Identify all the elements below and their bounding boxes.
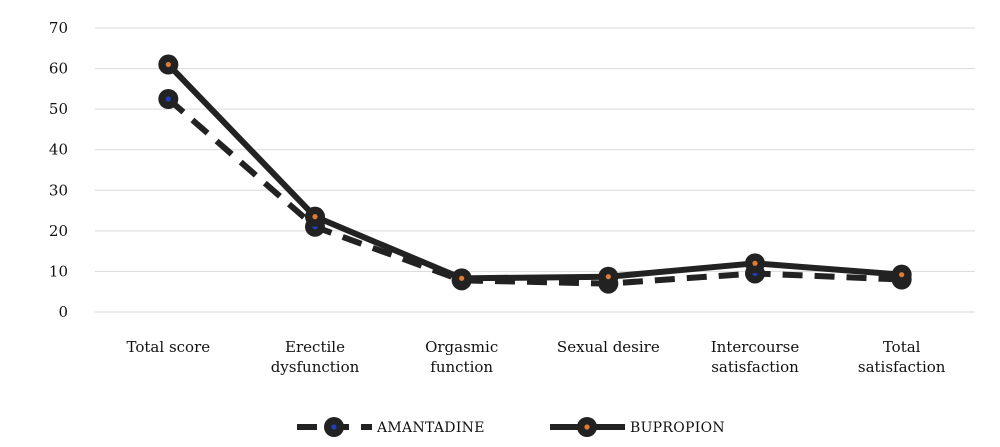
- y-tick-label: 10: [49, 262, 68, 280]
- data-point-dot-bupropion: [899, 272, 905, 278]
- y-tick-label: 60: [49, 60, 68, 78]
- data-point-dot-bupropion: [605, 274, 611, 280]
- y-tick-label: 40: [49, 141, 68, 159]
- data-point-dot-bupropion: [459, 275, 465, 281]
- series-lines: [166, 62, 902, 287]
- legend: AMANTADINE BUPROPION: [297, 417, 725, 437]
- x-tick-label: Total score: [127, 338, 211, 356]
- y-tick-label: 0: [58, 303, 68, 321]
- series-line-amantadine: [166, 96, 902, 287]
- data-point-dot-bupropion: [165, 61, 171, 68]
- y-axis-ticks: 0 10 20 30 40 50 60 70: [49, 19, 68, 321]
- x-axis-ticks: Total score Erectile dysfunction Orgasmic fu…: [127, 338, 946, 376]
- legend-label-amantadine: AMANTADINE: [376, 420, 485, 436]
- legend-marker-dot-amantadine: [331, 424, 337, 430]
- y-tick-label: 20: [49, 222, 68, 240]
- x-tick-label: Erectile dysfunction: [271, 338, 360, 376]
- series-line-bupropion: [166, 62, 902, 282]
- gridlines: [95, 27, 975, 313]
- data-point-dot-bupropion: [752, 260, 758, 266]
- x-tick-label: Orgasmic function: [425, 338, 498, 376]
- x-tick-label: Intercourse satisfaction: [711, 338, 800, 376]
- x-tick-label: Sexual desire: [557, 338, 660, 356]
- legend-label-bupropion: BUPROPION: [630, 420, 725, 436]
- legend-marker-dot-bupropion: [584, 424, 590, 430]
- y-tick-label: 70: [49, 19, 68, 37]
- data-point-dot-bupropion: [312, 214, 318, 220]
- data-point-dot-amantadine: [165, 96, 171, 102]
- series-markers: [158, 54, 912, 294]
- y-tick-label: 50: [49, 100, 68, 118]
- x-tick-label: Total satisfaction: [858, 338, 946, 376]
- y-tick-label: 30: [49, 181, 68, 199]
